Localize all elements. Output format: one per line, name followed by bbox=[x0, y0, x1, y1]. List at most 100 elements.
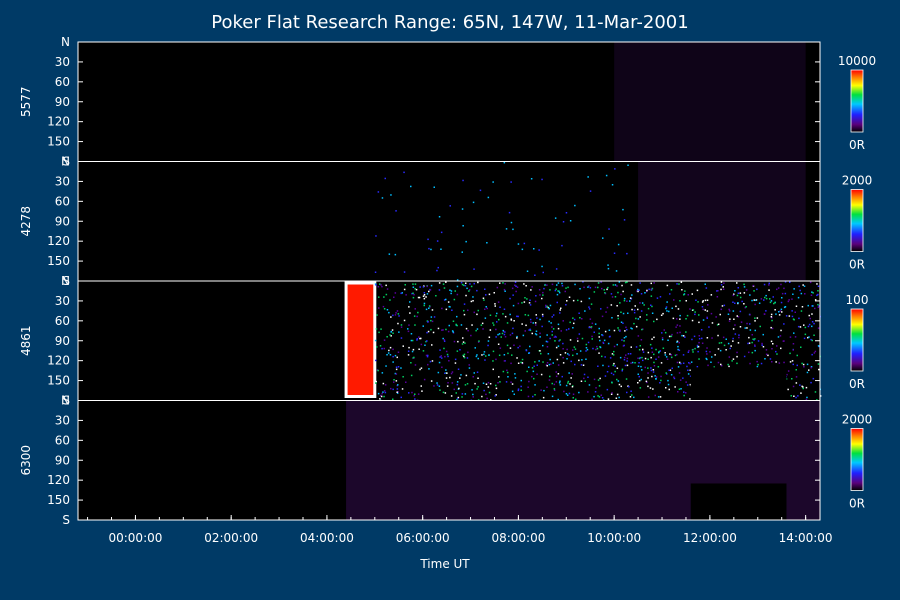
noise-pixel bbox=[667, 339, 669, 341]
noise-pixel bbox=[395, 210, 397, 212]
noise-pixel bbox=[400, 324, 403, 326]
noise-pixel bbox=[529, 345, 531, 348]
noise-pixel bbox=[442, 283, 445, 285]
noise-pixel bbox=[580, 380, 583, 382]
noise-pixel bbox=[715, 316, 717, 318]
noise-pixel bbox=[692, 309, 695, 311]
noise-pixel bbox=[570, 377, 572, 379]
noise-pixel bbox=[643, 304, 645, 306]
noise-pixel bbox=[565, 287, 567, 289]
noise-pixel bbox=[451, 330, 454, 332]
noise-pixel bbox=[457, 396, 460, 399]
noise-pixel bbox=[802, 284, 804, 286]
noise-pixel bbox=[758, 302, 761, 304]
noise-pixel bbox=[665, 372, 667, 374]
noise-pixel bbox=[597, 286, 599, 289]
noise-pixel bbox=[783, 306, 786, 309]
noise-pixel bbox=[574, 348, 577, 350]
noise-pixel bbox=[645, 380, 648, 383]
noise-pixel bbox=[420, 343, 423, 346]
noise-pixel bbox=[421, 390, 423, 392]
noise-pixel bbox=[751, 351, 754, 354]
noise-pixel bbox=[589, 287, 592, 289]
noise-pixel bbox=[402, 376, 404, 378]
noise-pixel bbox=[697, 301, 699, 303]
noise-pixel bbox=[379, 283, 381, 285]
noise-pixel bbox=[412, 286, 415, 288]
noise-pixel bbox=[754, 317, 756, 319]
noise-pixel bbox=[461, 283, 464, 286]
noise-pixel bbox=[598, 396, 601, 398]
noise-pixel bbox=[553, 388, 556, 390]
noise-pixel bbox=[578, 391, 580, 394]
noise-pixel bbox=[797, 296, 800, 299]
noise-pixel bbox=[616, 343, 618, 346]
noise-pixel bbox=[688, 349, 690, 352]
noise-pixel bbox=[412, 292, 414, 294]
noise-pixel bbox=[614, 168, 616, 170]
noise-pixel bbox=[783, 340, 785, 342]
noise-pixel bbox=[707, 364, 709, 367]
noise-pixel bbox=[493, 292, 495, 294]
noise-pixel bbox=[423, 378, 426, 381]
noise-pixel bbox=[789, 361, 792, 363]
noise-pixel bbox=[743, 283, 745, 286]
noise-pixel bbox=[432, 331, 435, 334]
noise-pixel bbox=[445, 372, 447, 374]
noise-pixel bbox=[532, 370, 535, 373]
noise-pixel bbox=[392, 388, 394, 391]
noise-pixel bbox=[697, 345, 700, 348]
noise-pixel bbox=[781, 311, 783, 313]
noise-pixel bbox=[611, 317, 613, 319]
noise-pixel bbox=[634, 305, 636, 307]
noise-pixel bbox=[770, 300, 773, 302]
noise-pixel bbox=[700, 329, 703, 331]
noise-pixel bbox=[559, 339, 561, 341]
noise-pixel bbox=[472, 393, 474, 396]
noise-pixel bbox=[507, 352, 509, 355]
noise-pixel bbox=[641, 328, 643, 331]
noise-pixel bbox=[587, 341, 590, 344]
noise-pixel bbox=[733, 293, 735, 295]
noise-pixel bbox=[725, 349, 727, 351]
noise-pixel bbox=[476, 354, 478, 356]
noise-pixel bbox=[496, 286, 499, 289]
noise-pixel bbox=[464, 342, 466, 344]
noise-pixel bbox=[581, 359, 583, 361]
noise-pixel bbox=[754, 345, 756, 347]
noise-pixel bbox=[756, 288, 758, 291]
noise-pixel bbox=[621, 370, 623, 372]
noise-pixel bbox=[550, 322, 552, 324]
noise-pixel bbox=[708, 326, 710, 328]
noise-pixel bbox=[795, 396, 797, 399]
noise-pixel bbox=[667, 383, 670, 386]
noise-pixel bbox=[752, 338, 754, 340]
noise-pixel bbox=[736, 351, 738, 354]
noise-pixel bbox=[608, 336, 611, 338]
noise-pixel bbox=[621, 368, 624, 371]
noise-pixel bbox=[637, 290, 639, 293]
noise-pixel bbox=[534, 333, 537, 335]
noise-pixel bbox=[753, 290, 755, 292]
noise-pixel bbox=[471, 389, 473, 391]
noise-pixel bbox=[689, 362, 691, 365]
noise-pixel bbox=[395, 373, 398, 375]
noise-pixel bbox=[706, 337, 709, 339]
noise-pixel bbox=[680, 281, 683, 283]
noise-pixel bbox=[504, 331, 506, 333]
noise-pixel bbox=[548, 307, 550, 310]
noise-pixel bbox=[539, 294, 541, 296]
colorbar-max-label: 100 bbox=[846, 293, 869, 307]
noise-pixel bbox=[751, 299, 753, 302]
noise-pixel bbox=[522, 334, 525, 337]
x-tick-label: 10:00:00 bbox=[587, 531, 641, 545]
noise-pixel bbox=[601, 397, 604, 399]
noise-pixel bbox=[551, 382, 553, 385]
noise-pixel bbox=[529, 328, 531, 331]
noise-pixel bbox=[810, 294, 813, 296]
noise-pixel bbox=[659, 396, 662, 398]
noise-pixel bbox=[737, 302, 739, 304]
noise-pixel bbox=[806, 371, 809, 374]
noise-pixel bbox=[444, 372, 446, 374]
noise-pixel bbox=[655, 376, 658, 378]
